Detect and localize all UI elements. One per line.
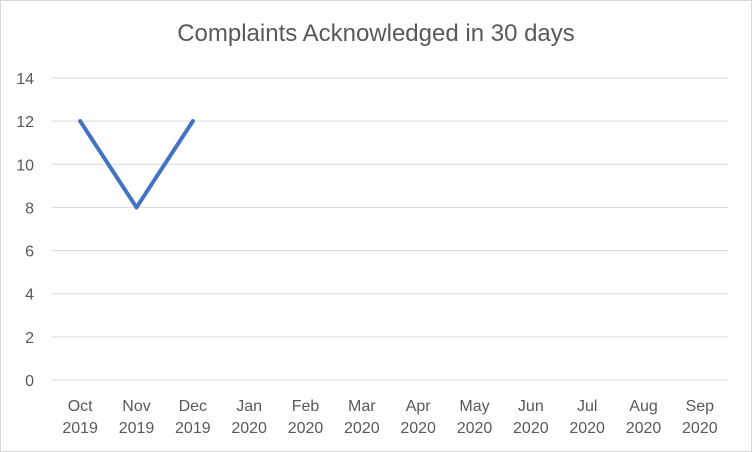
y-tick-label-14: 14 [16,71,34,88]
x-tick-year-jan-2020: 2020 [231,420,267,437]
y-tick-label-6: 6 [25,244,34,261]
x-tick-label-jun-2020: Jun [518,398,544,415]
x-tick-label-mar-2020: Mar [348,398,376,415]
x-tick-label-may-2020: May [459,398,489,415]
x-tick-label-jan-2020: Jan [236,398,262,415]
x-tick-label-aug-2020: Aug [629,398,657,415]
x-tick-year-nov-2019: 2019 [119,420,155,437]
x-tick-year-may-2020: 2020 [457,420,493,437]
x-tick-label-jul-2020: Jul [577,398,597,415]
chart-title: Complaints Acknowledged in 30 days [177,20,575,47]
x-tick-year-dec-2019: 2019 [175,420,211,437]
x-tick-label-dec-2019: Dec [179,398,207,415]
x-tick-year-jun-2020: 2020 [513,420,549,437]
data-point-0-1 [134,205,139,210]
y-tick-label-4: 4 [25,287,34,304]
y-tick-label-2: 2 [25,330,34,347]
x-tick-label-nov-2019: Nov [122,398,150,415]
x-tick-label-apr-2020: Apr [406,398,432,415]
y-tick-label-10: 10 [16,157,34,174]
y-tick-label-8: 8 [25,200,34,217]
y-tick-label-12: 12 [16,114,34,131]
data-point-0-0 [78,119,83,124]
x-tick-year-jul-2020: 2020 [569,420,605,437]
y-tick-label-0: 0 [25,373,34,390]
x-tick-label-feb-2020: Feb [292,398,320,415]
x-tick-year-sep-2020: 2020 [682,420,718,437]
x-tick-label-oct-2019: Oct [68,398,93,415]
x-tick-year-oct-2019: 2019 [62,420,98,437]
x-tick-label-sep-2020: Sep [686,398,715,415]
x-tick-year-apr-2020: 2020 [400,420,436,437]
data-point-0-2 [190,119,195,124]
x-tick-year-mar-2020: 2020 [344,420,380,437]
x-tick-year-feb-2020: 2020 [288,420,324,437]
x-tick-year-aug-2020: 2020 [626,420,662,437]
